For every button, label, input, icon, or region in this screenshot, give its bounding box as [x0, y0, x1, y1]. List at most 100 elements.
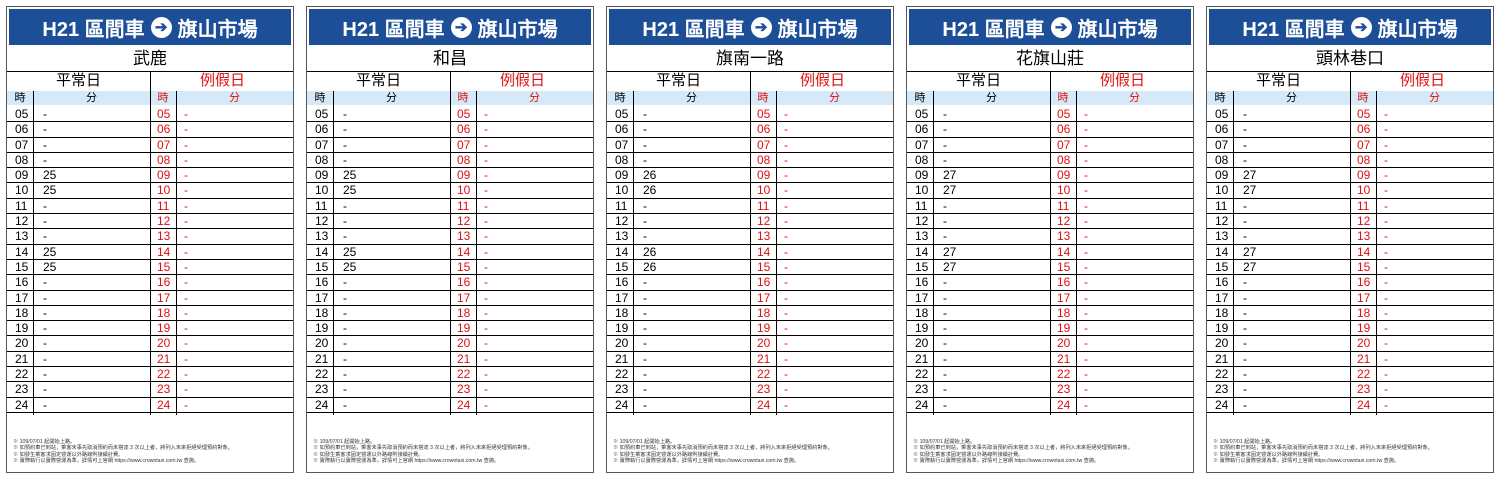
weekday-hour: 15	[315, 259, 329, 274]
holiday-hour: 12	[157, 214, 171, 229]
weekday-minute: -	[343, 229, 347, 244]
holiday-hour: 06	[757, 122, 771, 137]
weekday-hour: 23	[615, 382, 629, 397]
holiday-minute: -	[784, 198, 788, 213]
holiday-hour: 19	[157, 321, 171, 336]
grid-divider	[150, 72, 151, 415]
holiday-hour: 08	[457, 152, 471, 167]
holiday-minute: -	[484, 183, 488, 198]
weekday-hour: 08	[615, 152, 629, 167]
holiday-hour-header: 時	[1357, 92, 1369, 104]
holiday-minute: -	[1084, 152, 1088, 167]
weekday-hour: 20	[1215, 336, 1229, 351]
weekday-minute: -	[1243, 367, 1247, 382]
holiday-minute: -	[784, 229, 788, 244]
weekday-hour: 20	[15, 336, 29, 351]
holiday-hour: 11	[457, 198, 470, 213]
holiday-hour: 21	[157, 351, 171, 366]
weekday-hour: 08	[315, 152, 329, 167]
weekday-hour: 22	[1215, 367, 1229, 382]
weekday-minute: 26	[643, 168, 657, 183]
holiday-hour: 07	[457, 137, 471, 152]
holiday-minute: -	[1084, 183, 1088, 198]
note-line: ※ 實際執行以實際營運為準，詳情可上官網 https://www.crownta…	[1213, 457, 1400, 464]
weekday-minute: -	[943, 198, 947, 213]
holiday-hour: 15	[457, 259, 471, 274]
holiday-minute-header: 分	[1129, 92, 1140, 104]
holiday-minute: -	[784, 290, 788, 305]
route-destination: 旗山市場	[177, 18, 258, 41]
weekday-minute: -	[343, 305, 347, 320]
weekday-minute: -	[1243, 229, 1247, 244]
weekday-hour: 08	[15, 152, 29, 167]
route-title: H21 區間車	[1242, 18, 1345, 41]
route-header: H21 區間車 ➔ 旗山市場	[309, 9, 591, 45]
weekday-minute-header: 分	[986, 92, 997, 104]
holiday-hour: 24	[457, 397, 471, 412]
weekday-minute: 27	[1243, 168, 1257, 183]
holiday-minute: -	[484, 336, 488, 351]
grid-divider	[476, 91, 477, 415]
holiday-minute: -	[184, 290, 188, 305]
weekday-minute: -	[343, 290, 347, 305]
holiday-hour: 23	[157, 382, 171, 397]
weekday-hour: 22	[915, 367, 929, 382]
holiday-minute: -	[1084, 259, 1088, 274]
holiday-hour: 05	[1357, 107, 1371, 121]
holiday-hour-header: 時	[1057, 92, 1069, 104]
holiday-minute: -	[1084, 321, 1088, 336]
weekday-hour: 24	[315, 397, 329, 412]
holiday-hour-header: 時	[757, 92, 769, 104]
holiday-minute: -	[1084, 397, 1088, 412]
weekday-hour: 09	[915, 168, 929, 183]
arrow-right-icon: ➔	[750, 16, 772, 38]
holiday-minute: -	[184, 168, 188, 183]
weekday-hour: 18	[915, 305, 929, 320]
stop-name: 花旗山莊	[907, 47, 1193, 72]
weekday-hour: 19	[1215, 321, 1229, 336]
holiday-label: 例假日	[150, 72, 294, 90]
weekday-hour: 24	[915, 397, 929, 412]
weekday-minute: 27	[943, 183, 957, 198]
weekday-hour: 07	[915, 137, 929, 152]
note-line: ※ 如預約車已到站，乘客未事先取消預約而未搭達 3 次以上者，將列入未來拒絕受理…	[1213, 445, 1433, 452]
weekday-minute: -	[1243, 107, 1247, 121]
weekday-label: 平常日	[55, 72, 101, 89]
weekday-minute: -	[1243, 336, 1247, 351]
holiday-minute: -	[1384, 122, 1388, 137]
holiday-hour: 24	[157, 397, 171, 412]
weekday-minute: -	[343, 367, 347, 382]
weekday-hour: 11	[1215, 198, 1228, 213]
weekday-minute: -	[1243, 305, 1247, 320]
weekday-hour: 07	[615, 137, 629, 152]
holiday-minute: -	[784, 367, 788, 382]
timetable-panel: H21 區間車 ➔ 旗山市場 武鹿 平常日 例假日時分時分 05-05-06-06-07-0…	[6, 6, 294, 473]
note-line: ※ 如發生乘客求固定營運以外路線則接續計費。	[13, 451, 124, 458]
weekday-minute: -	[943, 122, 947, 137]
holiday-hour: 19	[1057, 321, 1071, 336]
holiday-hour: 18	[157, 305, 171, 320]
holiday-minute: -	[184, 259, 188, 274]
holiday-hour: 13	[1357, 229, 1371, 244]
weekday-minute: -	[43, 351, 47, 366]
holiday-hour: 14	[157, 244, 171, 259]
weekday-hour: 17	[15, 290, 29, 305]
weekday-minute: -	[643, 107, 647, 121]
note-line: ※ 實際執行以實際營運為準，詳情可上官網 https://www.crownta…	[13, 457, 200, 464]
holiday-minute: -	[184, 275, 188, 290]
weekday-hour: 21	[915, 351, 929, 366]
weekday-hour: 06	[615, 122, 629, 137]
note-line: ※ 如發生乘客求固定營運以外路線則接續計費。	[313, 451, 424, 458]
weekday-hour: 20	[915, 336, 929, 351]
weekday-minute: -	[943, 229, 947, 244]
weekday-minute: -	[43, 336, 47, 351]
holiday-hour: 20	[1357, 336, 1371, 351]
weekday-hour: 16	[315, 275, 329, 290]
holiday-hour: 08	[1357, 152, 1371, 167]
weekday-minute: -	[43, 367, 47, 382]
holiday-hour: 13	[757, 229, 771, 244]
holiday-hour: 19	[1357, 321, 1371, 336]
holiday-minute: -	[1384, 305, 1388, 320]
holiday-hour: 10	[157, 183, 171, 198]
holiday-minute: -	[1384, 290, 1388, 305]
